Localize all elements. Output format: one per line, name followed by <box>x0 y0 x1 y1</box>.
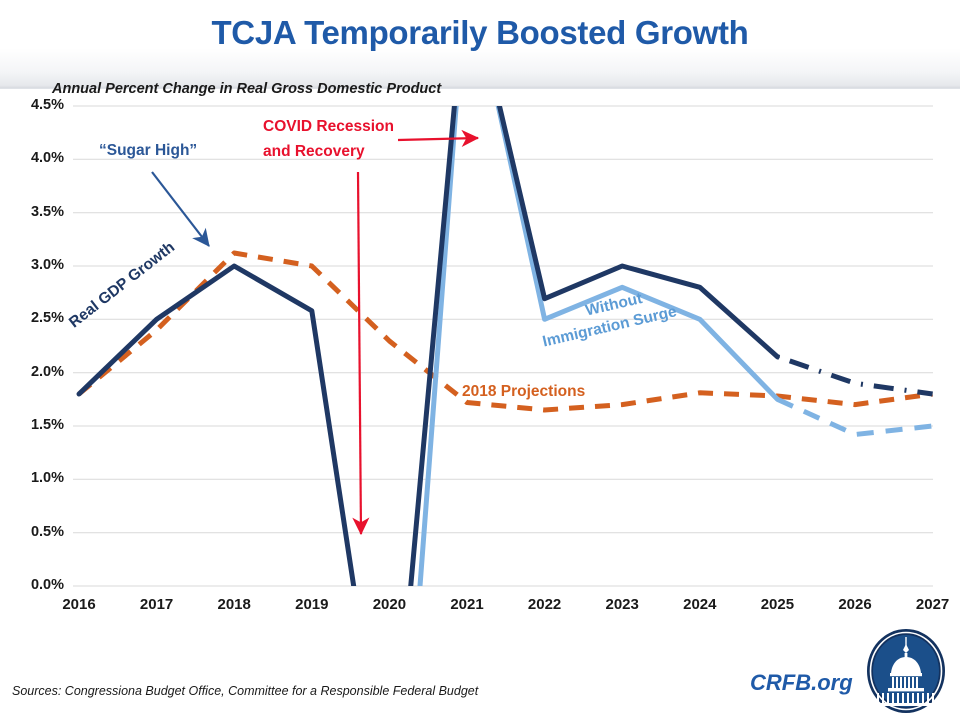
footer-sources: Sources: Congressiona Budget Office, Com… <box>12 684 479 698</box>
chart-subtitle: Annual Percent Change in Real Gross Dome… <box>52 81 442 97</box>
x-tick-label-2021: 2021 <box>450 596 484 613</box>
series-real-gdp-growth-dashdot <box>776 354 933 397</box>
y-tick-label: 2.5% <box>30 310 64 326</box>
x-tick-label-2017: 2017 <box>139 596 174 613</box>
y-tick-label: 3.5% <box>30 204 64 220</box>
series-real-gdp-growth-solid <box>76 106 780 586</box>
chart-plot-area: 4.5% 4.0% 3.5% 3.0% 2.5% 2.0% 1.5% 1.0% … <box>0 88 960 613</box>
y-tick-label: 1.5% <box>30 417 64 433</box>
capitol-dome-icon <box>867 629 945 713</box>
y-tick-label: 0.0% <box>30 577 64 593</box>
x-tick-label-2020: 2020 <box>372 596 407 613</box>
x-tick-label-2016: 2016 <box>62 596 96 613</box>
x-tick-label-2025: 2025 <box>760 596 795 613</box>
sugar-high-arrow <box>151 171 210 247</box>
x-tick-label-2022: 2022 <box>527 596 562 613</box>
x-tick-label-2018: 2018 <box>217 596 251 613</box>
series-2018-projections <box>77 250 933 413</box>
y-tick-label: 2.0% <box>30 364 64 380</box>
x-tick-label-2023: 2023 <box>605 596 639 613</box>
chart-canvas <box>73 105 933 587</box>
crfb-wordmark: CRFB.org <box>750 670 853 695</box>
header-band <box>0 0 960 89</box>
y-tick-label: 3.0% <box>30 257 64 273</box>
y-tick-label: 4.5% <box>30 97 64 113</box>
y-tick-label: 4.0% <box>30 150 64 166</box>
y-tick-label: 0.5% <box>30 524 64 540</box>
covid-vertical-arrow <box>352 171 370 536</box>
x-tick-label-2019: 2019 <box>295 596 329 613</box>
series-without-immigration-surge-solid <box>417 106 780 586</box>
series-label-2018-projections: 2018 Projections <box>462 383 586 400</box>
x-tick-label-2027: 2027 <box>915 596 950 613</box>
page-title: TCJA Temporarily Boosted Growth <box>211 14 749 51</box>
gridlines <box>73 105 933 587</box>
annotation-covid-line1: COVID Recession <box>263 118 394 135</box>
x-tick-label-2024: 2024 <box>683 596 717 613</box>
y-tick-label: 1.0% <box>30 470 64 486</box>
covid-horizontal-arrow <box>397 129 480 147</box>
annotation-covid-recession: COVID Recession and Recovery <box>263 114 394 164</box>
x-tick-label-2026: 2026 <box>838 596 872 613</box>
annotation-sugar-high: “Sugar High” <box>99 142 198 159</box>
annotation-covid-line2: and Recovery <box>263 143 365 160</box>
